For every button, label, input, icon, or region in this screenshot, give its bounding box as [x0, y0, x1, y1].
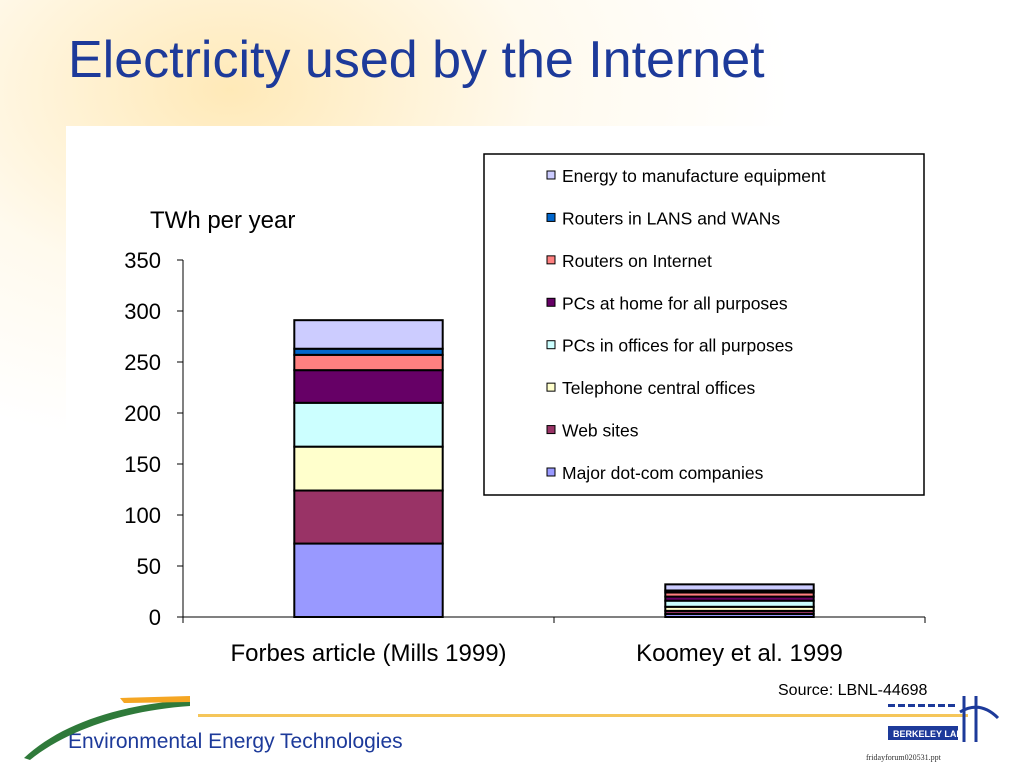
legend-swatch: [546, 467, 556, 477]
legend-swatch: [546, 212, 556, 222]
chart-panel: TWh per year 0 50 100 150 200 250 300 350 Forbes …: [66, 126, 934, 694]
legend-entry: Major dot-com companies: [562, 463, 764, 483]
slide-title: Electricity used by the Internet: [68, 31, 765, 89]
bar-segment: [664, 583, 815, 592]
footer-divider: [198, 714, 968, 717]
y-tick-label: 150: [124, 452, 161, 477]
legend-swatch: [546, 382, 556, 392]
legend-box: [483, 153, 925, 496]
y-tick-label: 200: [124, 401, 161, 426]
bar-segment: [293, 489, 444, 545]
legend-swatch: [546, 297, 556, 307]
bar-segment: [293, 353, 444, 372]
bar-segment: [293, 445, 444, 492]
legend-entry: Web sites: [562, 421, 639, 441]
y-axis-label: TWh per year: [150, 207, 295, 234]
legend-entry: Telephone central offices: [562, 378, 756, 398]
y-tick-label: 50: [137, 554, 161, 579]
footer-label: Environmental Energy Technologies: [68, 730, 403, 753]
x-tick-label: Forbes article (Mills 1999): [230, 640, 506, 667]
legend-entry: Routers on Internet: [562, 251, 712, 271]
legend-swatch: [546, 425, 556, 435]
legend-entry: PCs in offices for all purposes: [562, 336, 793, 356]
legend-swatch: [546, 170, 556, 180]
bar-segment: [293, 319, 444, 350]
y-tick-label: 250: [124, 350, 161, 375]
legend-swatch: [546, 255, 556, 265]
file-name: fridayforum020531.ppt: [866, 753, 941, 762]
legend-entry: PCs at home for all purposes: [562, 293, 788, 313]
source-note: Source: LBNL-44698: [778, 682, 928, 699]
y-tick-label: 0: [149, 605, 161, 630]
logo-text: BERKELEY LAB: [893, 729, 963, 739]
legend-swatch: [546, 340, 556, 350]
berkeley-lab-logo: BERKELEY LAB: [888, 696, 1000, 742]
legend-entry: Routers in LANS and WANs: [562, 208, 780, 228]
x-tick-label: Koomey et al. 1999: [636, 640, 843, 667]
legend-entry: Energy to manufacture equipment: [562, 166, 826, 186]
bar-segment: [293, 369, 444, 404]
y-tick-label: 100: [124, 503, 161, 528]
bar-segment: [293, 401, 444, 448]
y-tick-label: 350: [124, 248, 161, 273]
y-tick-label: 300: [124, 299, 161, 324]
swoosh-logo: [24, 696, 190, 760]
bar-segment: [293, 542, 444, 618]
stacked-bar-chart: TWh per year 0 50 100 150 200 250 300 350 Forbes …: [124, 153, 926, 667]
